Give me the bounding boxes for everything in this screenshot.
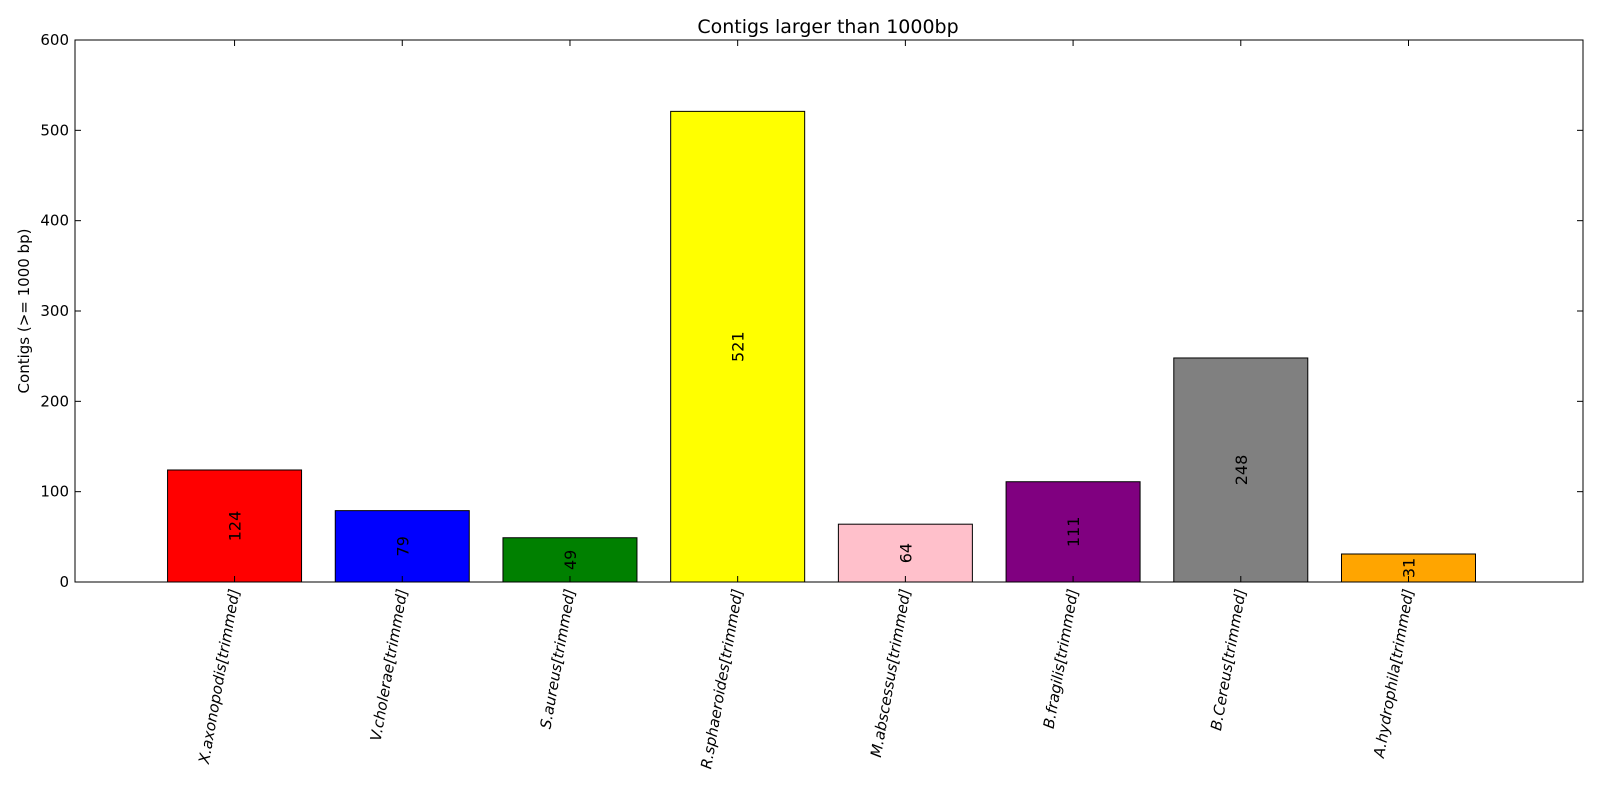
bar: [167, 469, 303, 583]
bar-value-label: 248: [1232, 455, 1251, 486]
x-category-label: R.sphaeroides[trimmed]: [697, 587, 746, 770]
plot-frame: [74, 39, 1584, 583]
bar-value-label: 521: [729, 331, 748, 362]
y-axis: 0 100 200 300 400 500 600: [40, 31, 1583, 591]
x-category-label: S.aureus[trimmed]: [537, 587, 579, 730]
bars-group: 124 79 49 521 64 111 248 31: [167, 110, 1476, 583]
y-tick-label: 600: [40, 31, 69, 49]
x-category-label: M.abscessus[trimmed]: [867, 587, 914, 758]
chart-title: Contigs larger than 1000bp: [697, 16, 958, 38]
x-category-label: B.fragilis[trimmed]: [1040, 587, 1082, 730]
y-tick-label: 100: [40, 483, 69, 501]
bar: [670, 110, 806, 583]
bar-value-label: 31: [1399, 558, 1418, 578]
bar: [502, 537, 638, 583]
y-tick-label: 200: [40, 392, 69, 410]
y-tick-label: 0: [59, 573, 69, 591]
bar-value-label: 49: [561, 550, 580, 570]
bar-value-label: 124: [226, 511, 245, 542]
x-category-label: A.hydrophila[trimmed]: [1370, 587, 1418, 760]
y-tick-label: 400: [40, 212, 69, 230]
bar-value-label: 64: [896, 543, 915, 563]
bar: [1005, 481, 1141, 583]
bar: [1173, 357, 1309, 583]
x-category-label: V.cholerae[trimmed]: [367, 587, 412, 742]
bar-value-label: 111: [1064, 517, 1083, 548]
x-category-label: B.Cereus[trimmed]: [1207, 587, 1250, 731]
x-category-label: X.axonopodis[trimmed]: [195, 587, 244, 766]
y-tick-label: 500: [40, 121, 69, 139]
bar: [334, 510, 470, 583]
y-tick-label: 300: [40, 302, 69, 320]
y-axis-label: Contigs (>= 1000 bp): [15, 229, 33, 394]
bar-value-label: 79: [393, 536, 412, 556]
